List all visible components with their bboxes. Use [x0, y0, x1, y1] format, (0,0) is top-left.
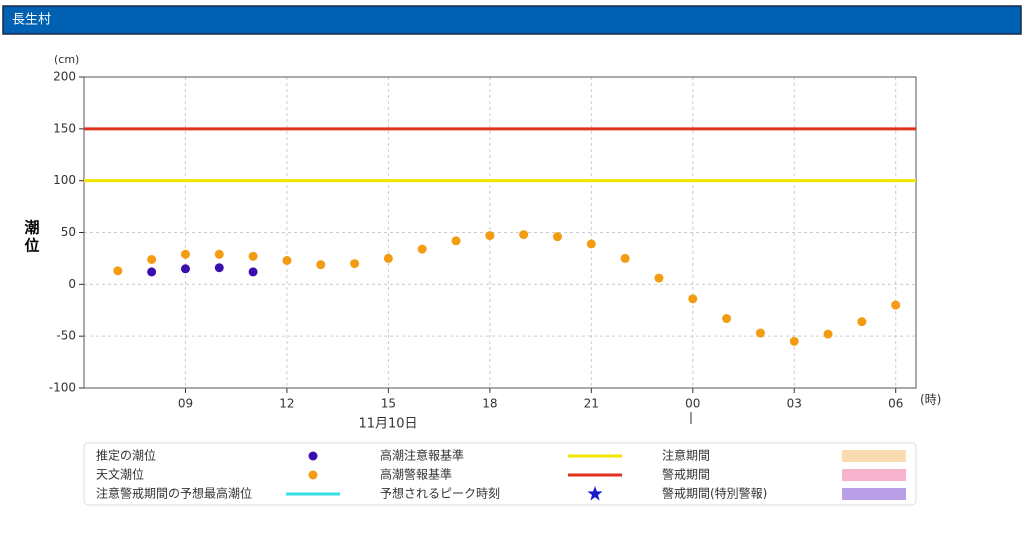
legend-symbol [842, 469, 906, 481]
plot-frame [83, 76, 917, 389]
point [519, 230, 529, 240]
x-unit: (時) [920, 393, 941, 407]
x-tick-label: 06 [888, 397, 903, 411]
point [620, 253, 630, 263]
point [147, 254, 157, 264]
point [147, 267, 157, 277]
point [485, 231, 495, 241]
point [722, 314, 732, 324]
point [789, 336, 799, 346]
legend-symbol [308, 470, 318, 480]
point [383, 253, 393, 263]
y-tick-label: 0 [68, 277, 76, 291]
y-unit: (cm) [54, 53, 79, 66]
point [586, 239, 596, 249]
point [417, 244, 427, 254]
y-axis-label: 潮 [24, 219, 39, 237]
y-tick-label: -50 [56, 329, 76, 343]
point [857, 317, 867, 327]
legend-label: 注意期間 [662, 448, 710, 463]
legend-symbol [587, 486, 603, 501]
point [282, 255, 292, 265]
point [350, 259, 360, 269]
y-tick-label: 50 [61, 225, 76, 239]
x-tick-label: 21 [584, 397, 599, 411]
legend-symbol [842, 450, 906, 462]
legend-label: 警戒期間(特別警報) [662, 486, 767, 501]
point [180, 249, 190, 259]
legend-symbol [308, 451, 318, 461]
legend-label: 予想されるピーク時刻 [380, 486, 500, 501]
x-tick-label: 18 [482, 397, 497, 411]
point [248, 251, 258, 261]
legend-label: 高潮警報基準 [380, 467, 452, 482]
y-tick-label: 150 [53, 121, 76, 135]
point [316, 260, 326, 270]
point [113, 266, 123, 276]
date-label: 11月10日 [358, 417, 417, 432]
y-tick-label: 100 [53, 173, 76, 187]
point [891, 300, 901, 310]
header-title: 長生村 [12, 13, 51, 28]
point [214, 249, 224, 259]
point [248, 267, 258, 277]
legend-symbol [842, 488, 906, 500]
legend-label: 注意警戒期間の予想最高潮位 [96, 486, 252, 501]
point [755, 328, 765, 338]
point [654, 273, 664, 283]
x-tick-label: 00 [685, 397, 700, 411]
y-axis-label: 位 [24, 237, 39, 255]
legend-label: 警戒期間 [662, 467, 710, 482]
x-tick-label: 12 [279, 397, 294, 411]
point [552, 232, 562, 242]
x-tick-label: 03 [787, 397, 802, 411]
x-tick-label: 09 [178, 397, 193, 411]
legend-box [83, 442, 917, 506]
y-tick-label: 200 [53, 70, 76, 84]
point [214, 263, 224, 273]
header-bar [2, 5, 1022, 35]
point [180, 264, 190, 274]
legend-label: 天文潮位 [96, 467, 144, 482]
point [823, 329, 833, 339]
x-tick-label: 15 [381, 397, 396, 411]
legend-label: 推定の潮位 [96, 448, 156, 463]
point [451, 236, 461, 246]
y-tick-label: -100 [49, 381, 76, 395]
point [688, 294, 698, 304]
legend-label: 高潮注意報基準 [380, 448, 464, 463]
